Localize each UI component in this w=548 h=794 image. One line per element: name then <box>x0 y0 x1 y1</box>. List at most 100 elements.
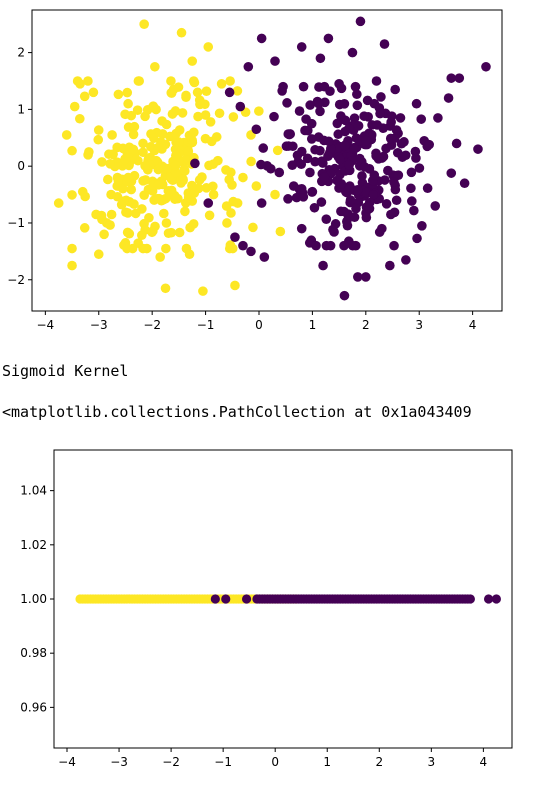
collection-repr: <matplotlib.collections.PathCollection a… <box>2 403 472 421</box>
kernel-title: Sigmoid Kernel <box>2 362 129 380</box>
plot1-point-class0 <box>352 184 363 195</box>
plot1-point-class1 <box>138 138 148 149</box>
plot1-point-class0 <box>369 170 380 180</box>
plot1-point-class0 <box>410 146 421 157</box>
plot1-point-class1 <box>149 133 159 144</box>
plot1-point-class0 <box>391 125 402 135</box>
plot1-point-class0 <box>380 175 390 185</box>
plot1-point-class0 <box>385 133 396 144</box>
plot1-point-class0 <box>422 183 433 194</box>
plot1-point-class1 <box>205 117 216 127</box>
plot1-point-class1 <box>128 129 139 140</box>
plot1-point-class1 <box>122 87 133 98</box>
plot1-point-class1 <box>230 280 240 291</box>
plot2-point-class0 <box>491 594 501 604</box>
plot1-point-class0 <box>325 86 335 96</box>
plot1-point-class0 <box>409 205 419 216</box>
plot1-point-class0 <box>411 98 422 109</box>
plot1-point-class0 <box>315 145 325 156</box>
plot1-point-class1 <box>160 193 171 204</box>
plot1-point-class1 <box>96 210 107 221</box>
plot1-point-class0 <box>364 197 375 208</box>
plot1-point-class1 <box>173 137 184 147</box>
plot1-point-class0 <box>383 165 393 176</box>
plot1-point-class1 <box>108 149 118 160</box>
plot1-ytick-label: 2 <box>17 46 25 60</box>
plot1-point-class1 <box>93 134 104 145</box>
plot1-point-class0 <box>389 177 399 187</box>
plot1-point-class1 <box>222 218 232 228</box>
plot1-point-class1 <box>80 191 90 202</box>
plot1-point-class1 <box>171 128 181 139</box>
plot1-point-class1 <box>187 180 197 191</box>
plot2-ytick-label: 1.02 <box>20 538 47 552</box>
plot1-point-class0 <box>406 183 416 194</box>
plot1-point-class1 <box>74 113 85 124</box>
plot1-point-class0 <box>298 192 309 202</box>
plot1-point-class1 <box>140 160 150 171</box>
plot1-point-class0 <box>351 203 361 214</box>
plot1-point-class0 <box>246 246 256 257</box>
plot1-point-class0 <box>385 260 395 271</box>
plot2-xtick-label: 1 <box>323 755 331 769</box>
plot1-point-class1 <box>113 175 124 186</box>
plot1-point-class1 <box>128 144 139 155</box>
plot1-point-class1 <box>121 207 131 218</box>
plot1-point-class0 <box>396 138 407 149</box>
plot1-point-class1 <box>124 228 135 239</box>
plot1-point-class0 <box>270 56 280 66</box>
plot1-point-class1 <box>216 79 227 89</box>
plot1-point-class1 <box>270 189 280 200</box>
plot1-point-class0 <box>256 198 267 208</box>
plot1-point-class0 <box>386 209 396 220</box>
plot1-point-class0 <box>256 33 267 44</box>
plot2-xtick-label: 3 <box>428 755 436 769</box>
plot1-point-class1 <box>225 76 235 86</box>
plot1-xtick-label: 1 <box>309 318 317 332</box>
plot1-point-class0 <box>323 33 334 44</box>
plot1-point-class0 <box>282 98 292 108</box>
plot1-point-class1 <box>150 61 160 72</box>
plot1-point-class1 <box>129 199 139 209</box>
plot1-frame <box>31 9 503 312</box>
plot1-point-class1 <box>193 111 203 122</box>
plot1-point-class1 <box>208 159 219 169</box>
plot1-point-class0 <box>323 136 334 147</box>
plot1-point-class1 <box>194 95 205 105</box>
plot1-point-class1 <box>133 76 144 86</box>
plot1-point-class1 <box>170 167 181 178</box>
plot1-point-class1 <box>137 204 147 214</box>
plot1-point-class0 <box>298 81 309 92</box>
plot1-point-class1 <box>208 181 218 192</box>
plot1-point-class0 <box>278 81 288 92</box>
scatter-plot-sigmoid: −4 −3 −2 −1 0 1 2 3 4 0.96 0.98 1.00 1.02 1.04 <box>20 449 513 769</box>
plot2-xtick-label: 2 <box>375 755 383 769</box>
plot1-xtick-label: −2 <box>143 318 161 332</box>
plot1-point-class0 <box>481 61 491 72</box>
plot1-point-class0 <box>352 100 363 111</box>
plot1-point-class0 <box>319 172 330 182</box>
plot1-point-class0 <box>350 81 361 92</box>
plot1-point-class0 <box>296 42 307 52</box>
plot1-point-class1 <box>161 243 171 254</box>
plot1-point-class0 <box>361 272 371 282</box>
plot1-point-class0 <box>258 143 269 153</box>
plot1-point-class1 <box>224 174 234 185</box>
plot1-point-class0 <box>256 159 266 170</box>
plot1-point-class1 <box>167 109 178 119</box>
plot1-point-class0 <box>446 73 457 83</box>
plot1-point-class1 <box>83 76 93 86</box>
plot2-point-class0 <box>221 594 231 604</box>
plot1-point-class1 <box>275 226 286 237</box>
plot1-point-class1 <box>139 19 149 29</box>
plot1-point-class0 <box>352 272 363 282</box>
plot2-point-class0 <box>465 594 475 604</box>
plot1-point-class1 <box>187 56 198 66</box>
plot1-point-class0 <box>395 113 406 123</box>
plot1-point-class1 <box>183 146 194 157</box>
plot1-marks <box>53 16 491 301</box>
plot1-point-class0 <box>357 171 367 181</box>
plot1-point-class1 <box>139 190 149 200</box>
plot1-point-class0 <box>224 87 235 98</box>
plot1-point-class0 <box>315 106 325 117</box>
